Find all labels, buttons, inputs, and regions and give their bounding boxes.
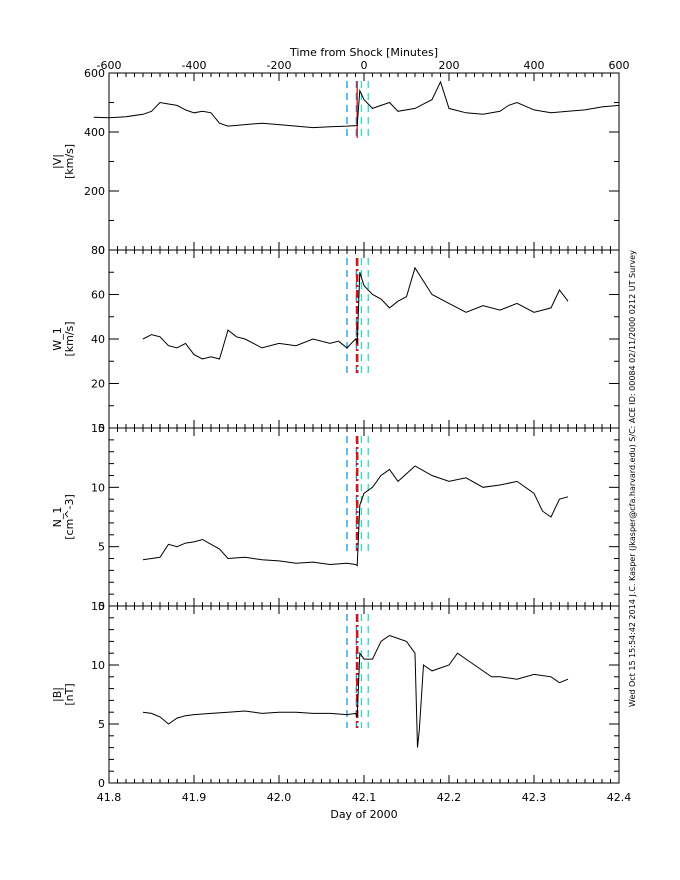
top-tick-label: 400	[524, 59, 545, 72]
y-tick-label: 15	[91, 422, 105, 435]
x-tick-label: 42.1	[352, 791, 377, 804]
y-tick-label: 20	[91, 378, 105, 391]
y-tick-label: 10	[91, 481, 105, 494]
y-tick-label: 0	[98, 600, 105, 613]
top-tick-label: -400	[182, 59, 207, 72]
y-tick-label: 0	[98, 777, 105, 790]
y-tick-label: 80	[91, 244, 105, 257]
y-tick-label: 10	[91, 659, 105, 672]
top-tick-label: 0	[361, 59, 368, 72]
y-tick-label: 400	[84, 126, 105, 139]
x-tick-label: 42.0	[267, 791, 292, 804]
y-tick-label: 0	[98, 422, 105, 435]
top-tick-label: -600	[97, 59, 122, 72]
side-info-text: Wed Oct 15 15:54:42 2014 J.C. Kasper (jk…	[628, 250, 637, 707]
top-axis-title: Time from Shock [Minutes]	[289, 46, 438, 59]
panel-speed: 0 200 400 600 |V| [km/s]	[51, 67, 620, 257]
top-tick-label: 200	[439, 59, 460, 72]
x-tick-label: 42.2	[437, 791, 462, 804]
x-axis-title: Day of 2000	[330, 808, 397, 821]
panel-frame	[108, 605, 620, 784]
data-line-density	[142, 465, 569, 567]
data-line-magnetic_field	[142, 634, 569, 748]
y-axis-label: |V|	[51, 154, 64, 169]
x-tick-label: 42.4	[607, 791, 632, 804]
y-axis-units: [km/s]	[63, 321, 76, 356]
y-axis-label: N_1	[51, 507, 64, 528]
y-axis-label: |B|	[51, 687, 64, 702]
y-tick-label: 15	[91, 600, 105, 613]
data-line-speed	[93, 80, 620, 129]
y-tick-label: 5	[98, 541, 105, 554]
y-tick-label: 40	[91, 333, 105, 346]
bottom-axis-ticks: 41.8 41.9 42.0 42.1 42.2 42.3 42.4	[97, 791, 632, 804]
panel-density: 0 5 10 15 N_1 [cm^-3]	[51, 422, 620, 613]
y-tick-label: 5	[98, 718, 105, 731]
top-tick-label: -200	[267, 59, 292, 72]
panel-magnetic_field: 0 5 10 15 |B| [nT]	[51, 600, 620, 790]
y-tick-label: 600	[84, 67, 105, 80]
top-axis-ticks: -600 -400 -200 0 200 400 600	[97, 59, 630, 72]
x-tick-label: 41.9	[182, 791, 207, 804]
top-tick-label: 600	[609, 59, 630, 72]
panel-frame	[108, 249, 620, 429]
x-tick-label: 41.8	[97, 791, 122, 804]
panel-frame	[108, 427, 620, 607]
y-axis-units: [km/s]	[63, 144, 76, 179]
x-tick-label: 42.3	[522, 791, 547, 804]
y-tick-label: 60	[91, 289, 105, 302]
y-axis-label: W_1	[51, 327, 64, 350]
data-line-thermal_speed	[142, 266, 569, 360]
panel-thermal_speed: 0 20 40 60 80 W_1 [km/s]	[51, 244, 620, 435]
y-axis-units: [nT]	[63, 683, 76, 705]
y-axis-units: [cm^-3]	[63, 494, 76, 540]
y-tick-label: 0	[98, 244, 105, 257]
y-tick-label: 200	[84, 185, 105, 198]
